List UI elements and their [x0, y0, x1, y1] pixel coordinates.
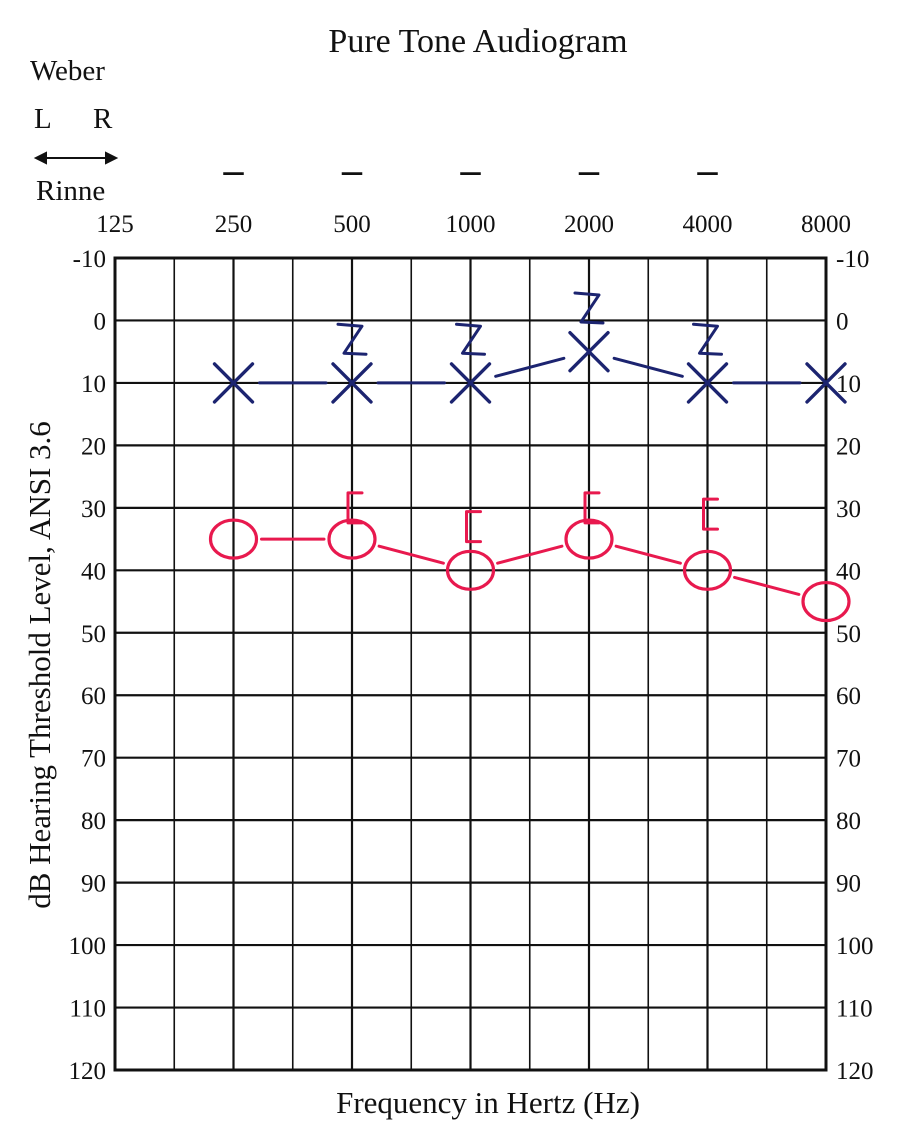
y-tick-label-right: 100	[836, 933, 874, 960]
bone-right-marker	[702, 497, 719, 531]
y-tick-label-left: 110	[69, 996, 106, 1023]
y-tick-label-left: 90	[81, 871, 106, 898]
bone-left-marker	[455, 322, 486, 356]
y-tick-label-left: -10	[73, 246, 106, 273]
bone-right-marker	[583, 491, 601, 525]
chart-grid	[113, 256, 828, 1072]
y-tick-label-left: 50	[81, 621, 106, 648]
bone-left-marker	[573, 291, 605, 325]
y-tick-label-left: 10	[81, 371, 106, 398]
y-tick-label-left: 120	[69, 1058, 107, 1085]
y-tick-label-left: 40	[81, 558, 106, 585]
x-tick-label: 125	[96, 211, 134, 238]
series-0	[212, 330, 847, 404]
y-tick-label-right: 20	[836, 433, 861, 460]
y-tick-label-left: 30	[81, 496, 106, 523]
series-3	[346, 491, 719, 544]
air-right-connector	[496, 544, 564, 565]
y-tick-label-left: 100	[69, 933, 107, 960]
weber-mark: –	[223, 147, 245, 192]
weber-label: Weber	[30, 55, 105, 87]
weber-mark: –	[697, 147, 719, 192]
air-left-x-marker	[568, 330, 610, 373]
air-right-o-marker	[682, 549, 733, 591]
air-right-o-marker	[327, 518, 377, 560]
weber-mark: –	[460, 147, 482, 192]
series-1	[336, 291, 723, 356]
air-right-connector	[377, 544, 445, 565]
y-tick-label-left: 70	[81, 746, 106, 773]
bone-right-marker	[465, 510, 482, 544]
air-right-o-marker	[208, 518, 259, 560]
x-tick-label: 1000	[446, 211, 496, 238]
air-right-connector	[733, 575, 801, 596]
air-left-x-marker	[331, 362, 373, 404]
rinne-label: Rinne	[36, 175, 105, 207]
bone-left-marker	[336, 322, 368, 356]
x-tick-label: 500	[333, 211, 371, 238]
air-right-o-marker	[445, 549, 496, 591]
y-tick-label-right: 80	[836, 808, 861, 835]
x-tick-label: 250	[215, 211, 253, 238]
y-axis-ticks-left: -10 0 10 20 30 40 50 60 70 80 90 100 110 120	[69, 246, 107, 1085]
air-left-connector	[612, 356, 684, 378]
y-tick-label-right: 120	[836, 1058, 874, 1085]
air-right-o-marker	[564, 518, 614, 560]
y-tick-label-right: 50	[836, 621, 861, 648]
y-tick-label-right: 30	[836, 496, 861, 523]
y-tick-label-left: 80	[81, 808, 106, 835]
air-right-connector	[614, 544, 682, 565]
series-2	[208, 518, 851, 623]
y-tick-label-left: 20	[81, 433, 106, 460]
y-tick-label-right: 60	[836, 683, 861, 710]
y-tick-label-right: 40	[836, 558, 861, 585]
air-left-connector	[494, 356, 566, 378]
weber-mark: –	[578, 147, 600, 192]
y-tick-label-left: 60	[81, 683, 106, 710]
y-tick-label-right: 90	[836, 871, 861, 898]
y-tick-label-right: 110	[836, 996, 873, 1023]
series-layer	[208, 291, 851, 623]
y-tick-label-left: 0	[94, 308, 107, 335]
air-right-o-marker	[801, 580, 851, 623]
y-tick-label-right: 0	[836, 308, 849, 335]
weber-right-label: R	[93, 103, 113, 135]
weber-left-label: L	[34, 103, 52, 135]
y-tick-label-right: 70	[836, 746, 861, 773]
air-left-x-marker	[449, 362, 492, 404]
bone-left-marker	[692, 322, 723, 356]
y-axis-ticks-right: -10 0 10 20 30 40 50 60 70 80 90 100 110 120	[836, 246, 874, 1085]
y-tick-label-right: 10	[836, 371, 861, 398]
x-tick-label: 8000	[801, 211, 851, 238]
air-left-x-marker	[212, 362, 255, 404]
x-axis-ticks: 125 250 500 1000 2000 4000 8000	[96, 211, 851, 238]
weber-marks: – – – – –	[223, 147, 719, 192]
y-tick-label-right: -10	[836, 246, 869, 273]
weber-mark: –	[341, 147, 363, 192]
x-axis-label: Frequency in Hertz (Hz)	[336, 1085, 640, 1120]
air-left-x-marker	[805, 362, 847, 404]
chart-title: Pure Tone Audiogram	[328, 23, 627, 60]
x-tick-label: 4000	[683, 211, 733, 238]
air-left-x-marker	[686, 362, 729, 404]
x-tick-label: 2000	[564, 211, 614, 238]
bone-right-marker	[346, 491, 364, 525]
y-axis-label: dB Hearing Threshold Level, ANSI 3.6	[22, 421, 57, 909]
weber-arrow-icon	[33, 151, 119, 165]
